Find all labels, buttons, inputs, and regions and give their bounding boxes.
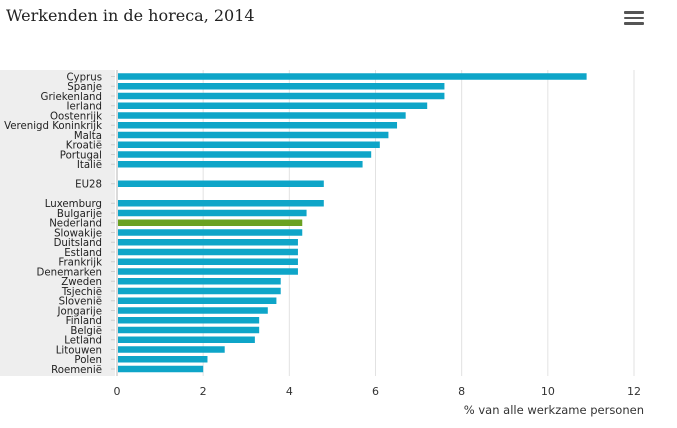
bar-griekenland[interactable] — [118, 92, 445, 100]
category-label: Denemarken — [37, 267, 102, 278]
bar-oostenrijk[interactable] — [118, 112, 406, 119]
category-label: Slovenië — [59, 297, 102, 308]
x-tick-labels: 0 2 4 6 8 10 12 — [114, 385, 642, 398]
x-tick-label: 2 — [200, 385, 207, 398]
bar-nederland[interactable] — [118, 219, 303, 227]
bar-roemeni-[interactable] — [118, 365, 204, 373]
bar-portugal[interactable] — [118, 151, 372, 158]
x-tick-label: 12 — [627, 385, 641, 398]
x-tick-label: 10 — [541, 385, 555, 398]
category-axis-background — [0, 70, 115, 376]
category-label: Ierland — [67, 102, 102, 113]
category-label: Kroatië — [66, 141, 102, 152]
bar-tsjechi-[interactable] — [118, 287, 281, 295]
chart-title: Werkenden in de horeca, 2014 — [6, 6, 255, 25]
bar-jongarije[interactable] — [118, 307, 268, 314]
bars — [118, 73, 587, 373]
bar-slowakije[interactable] — [118, 229, 303, 236]
category-label: Malta — [74, 131, 102, 142]
bar-finland[interactable] — [118, 317, 260, 324]
category-label: Finland — [66, 316, 102, 327]
category-label: Cyprus — [66, 72, 102, 83]
category-label: Verenigd Koninkrijk — [4, 121, 102, 132]
category-label: Griekenland — [41, 92, 102, 103]
category-label: Portugal — [60, 150, 102, 161]
grid-lines — [0, 70, 635, 376]
category-label: Estland — [64, 248, 102, 259]
category-label: Zweden — [61, 277, 102, 288]
bar-letland[interactable] — [118, 336, 255, 344]
bar-frankrijk[interactable] — [118, 258, 298, 266]
category-label: Luxemburg — [45, 199, 102, 210]
hamburger-menu-icon[interactable] — [624, 11, 644, 27]
category-label: Duitsland — [54, 238, 102, 249]
category-label: Nederland — [49, 219, 102, 230]
bar-malta[interactable] — [118, 131, 389, 139]
bar-luxemburg[interactable] — [118, 200, 324, 207]
bar-belgi-[interactable] — [118, 326, 260, 334]
bar-litouwen[interactable] — [118, 346, 225, 353]
bar-itali-[interactable] — [118, 161, 363, 168]
category-label: Litouwen — [56, 345, 102, 356]
category-labels: CyprusSpanjeGriekenlandIerlandOostenrijk… — [4, 72, 102, 376]
bar-verenigd-koninkrijk[interactable] — [118, 122, 398, 129]
category-label: Roemenië — [51, 365, 102, 376]
bar-denemarken[interactable] — [118, 268, 298, 275]
bar-spanje[interactable] — [118, 83, 445, 90]
x-tick-label: 6 — [372, 385, 379, 398]
bar-ierland[interactable] — [118, 102, 428, 110]
menu-line — [624, 11, 644, 14]
bar-duitsland[interactable] — [118, 239, 298, 246]
x-axis-label: % van alle werkzame personen — [464, 403, 644, 417]
menu-line — [624, 22, 644, 25]
bar-estland[interactable] — [118, 248, 298, 256]
bar-eu28[interactable] — [118, 180, 324, 188]
bar-bulgarije[interactable] — [118, 209, 307, 217]
bar-zweden[interactable] — [118, 278, 281, 285]
category-label: Italië — [77, 160, 102, 171]
category-label: Spanje — [67, 82, 102, 93]
category-label: Letland — [64, 336, 102, 347]
x-tick-label: 4 — [286, 385, 293, 398]
category-label: Polen — [74, 355, 102, 366]
category-label: Jongarije — [56, 306, 102, 317]
x-tick-label: 0 — [114, 385, 121, 398]
bar-polen[interactable] — [118, 356, 208, 363]
category-label: België — [70, 326, 102, 337]
category-label: Slowakije — [54, 228, 102, 239]
category-label: EU28 — [75, 180, 102, 191]
category-label: Frankrijk — [58, 258, 102, 269]
bar-cyprus[interactable] — [118, 73, 587, 80]
menu-line — [624, 16, 644, 20]
x-tick-label: 8 — [458, 385, 465, 398]
category-label: Tsjechië — [61, 287, 102, 298]
category-label: Bulgarije — [57, 209, 102, 220]
bar-kroati-[interactable] — [118, 141, 380, 149]
bar-sloveni-[interactable] — [118, 297, 277, 305]
category-label: Oostenrijk — [50, 111, 102, 122]
